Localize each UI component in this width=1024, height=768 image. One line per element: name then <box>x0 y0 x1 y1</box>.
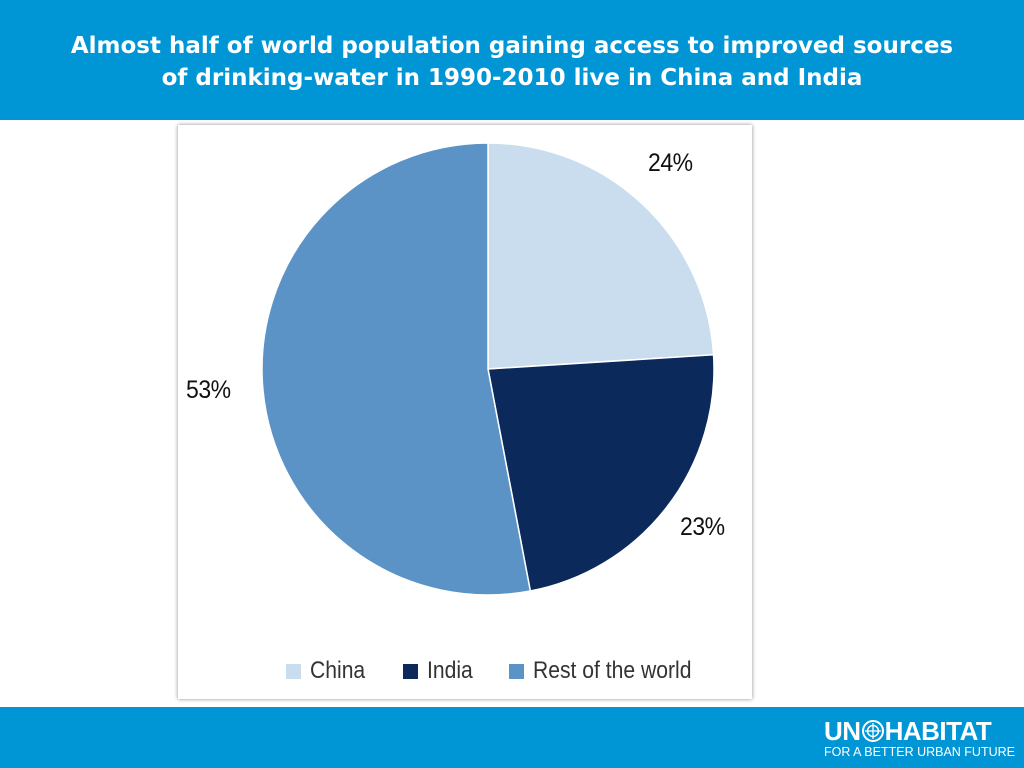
slide-title: Almost half of world population gaining … <box>10 30 1014 94</box>
chart-legend: China India Rest of the world <box>286 655 713 687</box>
footer-banner: UN HABITAT FOR A BETTER URBAN FUTURE <box>0 707 1024 768</box>
logo-tagline: FOR A BETTER URBAN FUTURE <box>824 745 1015 759</box>
legend-item-india: India <box>402 657 479 685</box>
legend-label: China <box>310 657 366 684</box>
title-banner: Almost half of world population gaining … <box>0 0 1024 120</box>
legend-label: India <box>426 657 473 684</box>
slice-label-india: 23% <box>680 513 725 541</box>
slide-title-line-1: Almost half of world population gaining … <box>70 33 954 59</box>
un-habitat-logo: UN HABITAT FOR A BETTER URBAN FUTURE <box>824 716 1015 761</box>
pie-slice-china <box>487 142 715 370</box>
legend-item-rest-of-the-world: Rest of the world <box>508 657 713 685</box>
un-emblem-icon <box>861 720 884 742</box>
legend-swatch <box>402 663 418 679</box>
pie-chart-card: 24% 23% 53% China India Rest of the world <box>178 125 752 699</box>
legend-label: Rest of the world <box>532 657 692 684</box>
legend-swatch <box>286 663 301 679</box>
legend-item-china: China <box>286 657 373 685</box>
slide-title-line-2: of drinking-water in 1990-2010 live in C… <box>161 65 863 91</box>
slice-label-china: 24% <box>648 149 693 177</box>
logo-text-un: UN <box>824 716 861 746</box>
pie-slice-india <box>487 354 715 592</box>
slice-label-rest-of-the-world: 53% <box>186 376 231 404</box>
pie-chart <box>261 142 715 596</box>
legend-swatch <box>508 663 524 679</box>
pie-slice-rest-of-the-world <box>261 142 532 596</box>
logo-text-habitat: HABITAT <box>884 716 992 746</box>
